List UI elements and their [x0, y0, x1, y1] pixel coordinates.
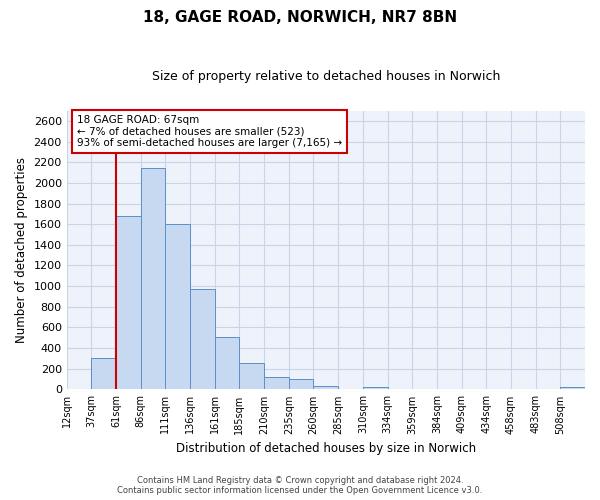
- Title: Size of property relative to detached houses in Norwich: Size of property relative to detached ho…: [152, 70, 500, 83]
- Bar: [91, 358, 116, 390]
- Bar: [116, 216, 141, 390]
- Bar: [190, 289, 215, 390]
- Bar: [412, 389, 437, 390]
- Bar: [166, 224, 190, 390]
- X-axis label: Distribution of detached houses by size in Norwich: Distribution of detached houses by size …: [176, 442, 476, 455]
- Bar: [289, 379, 313, 390]
- Text: Contains HM Land Registry data © Crown copyright and database right 2024.
Contai: Contains HM Land Registry data © Crown c…: [118, 476, 482, 495]
- Y-axis label: Number of detached properties: Number of detached properties: [15, 157, 28, 343]
- Text: 18 GAGE ROAD: 67sqm
← 7% of detached houses are smaller (523)
93% of semi-detach: 18 GAGE ROAD: 67sqm ← 7% of detached hou…: [77, 114, 342, 148]
- Text: 18, GAGE ROAD, NORWICH, NR7 8BN: 18, GAGE ROAD, NORWICH, NR7 8BN: [143, 10, 457, 25]
- Bar: [363, 388, 388, 390]
- Bar: [560, 388, 585, 390]
- Bar: [239, 363, 264, 390]
- Bar: [437, 389, 461, 390]
- Bar: [141, 168, 166, 390]
- Bar: [264, 376, 289, 390]
- Bar: [215, 337, 239, 390]
- Bar: [313, 386, 338, 390]
